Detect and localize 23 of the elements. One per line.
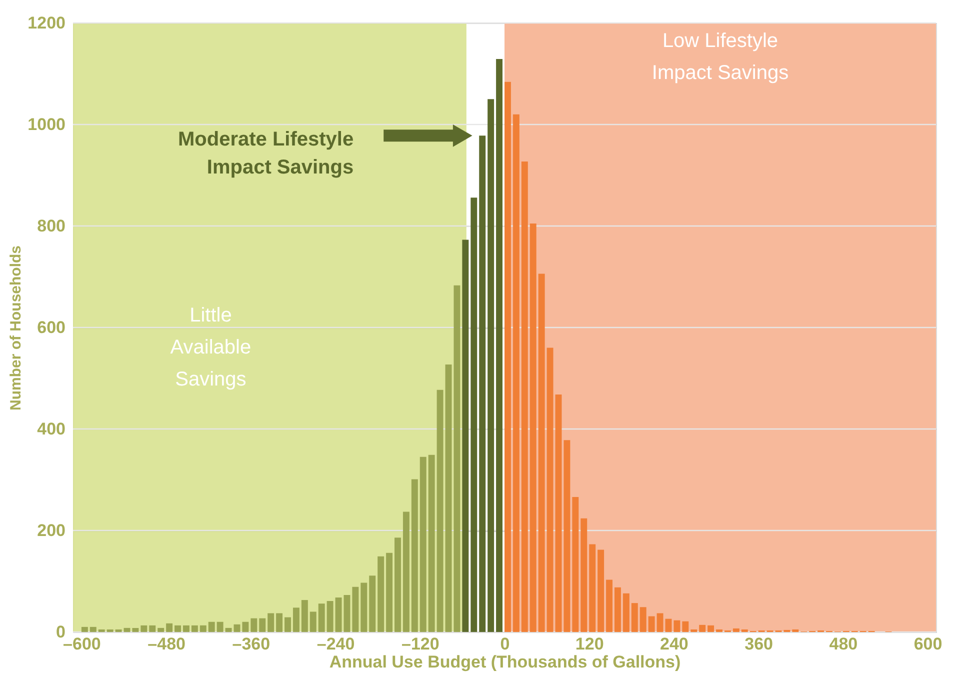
y-tick-label: 400 xyxy=(37,420,66,438)
y-tick-label: 1000 xyxy=(28,115,66,134)
band-label: Little Available Savings xyxy=(170,304,252,390)
x-tick-label: 360 xyxy=(744,634,774,654)
x-tick-label: 120 xyxy=(575,634,604,654)
x-tick-label: 240 xyxy=(660,634,688,654)
y-axis-title: Number of Households xyxy=(8,245,25,411)
x-tick-label: –600 xyxy=(63,634,101,654)
x-axis-title: Annual Use Budget (Thousands of Gallons) xyxy=(329,652,681,672)
x-tick-label: –120 xyxy=(401,634,440,654)
x-tick-label: 480 xyxy=(829,634,858,654)
y-tick-label: 200 xyxy=(37,521,66,540)
x-tick-label: –240 xyxy=(316,634,355,654)
annotation: Moderate Lifestyle Impact Savings xyxy=(178,128,354,179)
x-tick-label: 0 xyxy=(500,634,510,654)
y-tick-label: 600 xyxy=(37,318,66,337)
x-tick-label: –360 xyxy=(232,634,270,654)
y-tick-label: 0 xyxy=(56,622,66,642)
y-tick-label: 1200 xyxy=(28,14,66,32)
x-tick-label: 600 xyxy=(914,634,942,654)
band-label: Low Lifestyle Impact Savings xyxy=(652,30,789,84)
y-tick-label: 800 xyxy=(37,216,66,236)
x-tick-label: –480 xyxy=(148,634,186,654)
